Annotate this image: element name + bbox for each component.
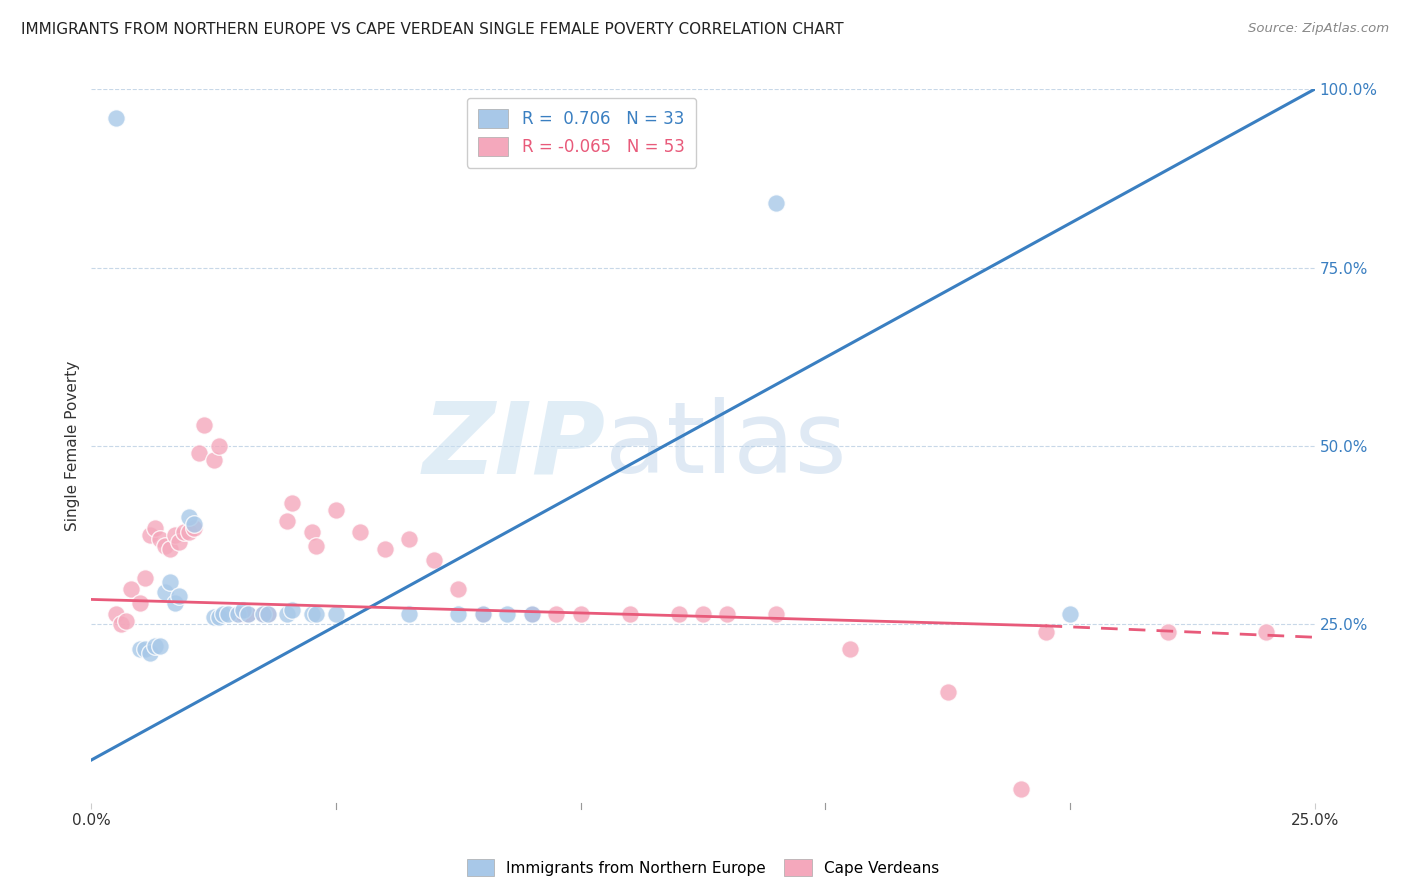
Point <box>398 607 420 621</box>
Point <box>163 528 186 542</box>
Point <box>256 607 278 621</box>
Point <box>838 642 860 657</box>
Point <box>325 607 347 621</box>
Point <box>149 532 172 546</box>
Point <box>202 453 225 467</box>
Point <box>936 685 959 699</box>
Point <box>139 646 162 660</box>
Point <box>143 521 166 535</box>
Point <box>173 524 195 539</box>
Point <box>232 603 254 617</box>
Point <box>207 610 229 624</box>
Point <box>104 111 127 125</box>
Point <box>153 539 176 553</box>
Point <box>305 539 328 553</box>
Point <box>281 603 304 617</box>
Text: Source: ZipAtlas.com: Source: ZipAtlas.com <box>1249 22 1389 36</box>
Text: IMMIGRANTS FROM NORTHERN EUROPE VS CAPE VERDEAN SINGLE FEMALE POVERTY CORRELATIO: IMMIGRANTS FROM NORTHERN EUROPE VS CAPE … <box>21 22 844 37</box>
Point <box>692 607 714 621</box>
Point <box>1254 624 1277 639</box>
Point <box>398 532 420 546</box>
Point <box>471 607 494 621</box>
Point <box>236 607 259 621</box>
Point <box>226 607 249 621</box>
Point <box>134 571 156 585</box>
Point <box>325 503 347 517</box>
Point <box>765 607 787 621</box>
Point <box>104 607 127 621</box>
Point <box>153 585 176 599</box>
Point <box>212 607 235 621</box>
Point <box>496 607 519 621</box>
Y-axis label: Single Female Poverty: Single Female Poverty <box>65 361 80 531</box>
Point <box>349 524 371 539</box>
Point <box>447 582 470 596</box>
Point <box>114 614 136 628</box>
Point <box>120 582 142 596</box>
Text: ZIP: ZIP <box>422 398 605 494</box>
Point <box>226 607 249 621</box>
Point <box>1035 624 1057 639</box>
Legend: R =  0.706   N = 33, R = -0.065   N = 53: R = 0.706 N = 33, R = -0.065 N = 53 <box>467 97 696 168</box>
Point <box>546 607 568 621</box>
Point <box>256 607 278 621</box>
Point <box>202 610 225 624</box>
Point <box>163 596 186 610</box>
Point <box>252 607 274 621</box>
Point <box>207 439 229 453</box>
Point <box>281 496 304 510</box>
Point <box>193 417 215 432</box>
Point <box>169 535 191 549</box>
Point <box>619 607 641 621</box>
Point <box>765 196 787 211</box>
Point <box>471 607 494 621</box>
Text: atlas: atlas <box>605 398 846 494</box>
Point <box>276 514 298 528</box>
Point <box>183 517 205 532</box>
Point <box>1010 781 1032 796</box>
Point <box>183 521 205 535</box>
Point <box>134 642 156 657</box>
Point <box>169 589 191 603</box>
Point <box>520 607 543 621</box>
Point <box>188 446 211 460</box>
Point <box>1157 624 1180 639</box>
Point <box>110 617 132 632</box>
Point <box>179 510 201 524</box>
Point <box>143 639 166 653</box>
Point <box>423 553 446 567</box>
Point <box>716 607 738 621</box>
Point <box>520 607 543 621</box>
Point <box>569 607 592 621</box>
Point <box>159 574 181 589</box>
Point <box>232 607 254 621</box>
Point <box>179 524 201 539</box>
Point <box>276 607 298 621</box>
Point <box>129 642 152 657</box>
Point <box>252 607 274 621</box>
Point <box>374 542 396 557</box>
Point <box>301 607 323 621</box>
Point <box>668 607 690 621</box>
Point <box>1059 607 1081 621</box>
Point <box>149 639 172 653</box>
Point <box>139 528 162 542</box>
Legend: Immigrants from Northern Europe, Cape Verdeans: Immigrants from Northern Europe, Cape Ve… <box>461 853 945 882</box>
Point <box>236 607 259 621</box>
Point <box>447 607 470 621</box>
Point <box>217 607 239 621</box>
Point <box>159 542 181 557</box>
Point <box>129 596 152 610</box>
Point <box>305 607 328 621</box>
Point <box>301 524 323 539</box>
